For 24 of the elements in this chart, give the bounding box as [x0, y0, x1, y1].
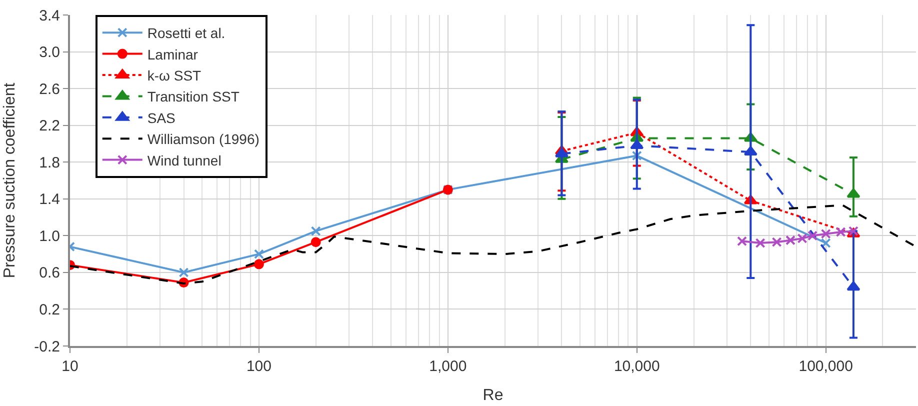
y-tick-label: 1.0 — [39, 228, 60, 245]
y-tick-label: 0.6 — [39, 264, 60, 282]
x-axis-title: Re — [482, 387, 504, 404]
y-tick-label: 2.6 — [39, 80, 60, 98]
y-tick-label: 3.0 — [39, 44, 60, 62]
y-tick-label: -0.2 — [34, 338, 60, 356]
legend-label: SAS — [147, 110, 176, 126]
legend-label: k-ω SST — [147, 67, 202, 84]
x-tick-label: 10,000 — [614, 358, 660, 375]
y-axis-title: Pressure suction coefficient — [2, 82, 19, 278]
legend-label: Williamson (1996) — [147, 131, 260, 148]
x-tick-label: 10 — [62, 358, 78, 375]
y-tick-label: 2.2 — [39, 118, 60, 135]
x-tick-label: 1,000 — [429, 358, 467, 375]
y-tick-label: 3.4 — [39, 7, 60, 24]
legend-label: Rosetti et al. — [147, 25, 226, 42]
legend-label: Transition SST — [147, 88, 240, 105]
legend-label: Laminar — [147, 46, 198, 62]
x-tick-label: 100,000 — [798, 358, 853, 375]
legend-label: Wind tunnel — [147, 152, 222, 168]
y-tick-label: 1.4 — [39, 191, 60, 208]
y-tick-label: 1.8 — [39, 154, 60, 172]
x-tick-label: 100 — [246, 358, 272, 375]
y-tick-label: 0.2 — [39, 301, 60, 318]
